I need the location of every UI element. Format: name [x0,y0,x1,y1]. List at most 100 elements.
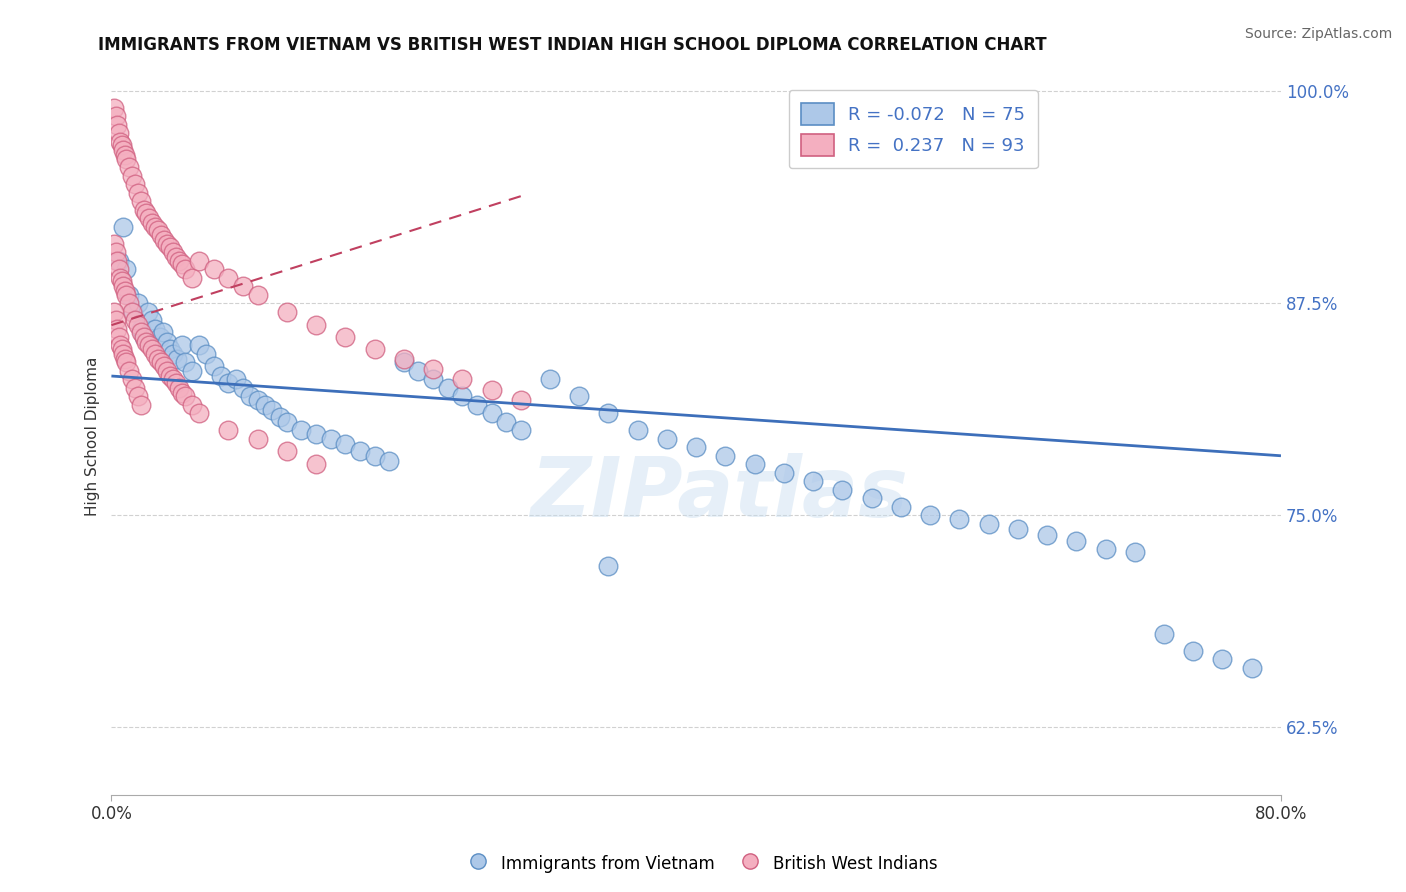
Point [436,381,458,395]
Point [121,304,143,318]
Point [143,347,166,361]
Point [105,118,128,132]
Point [138,338,160,352]
Point [744,457,766,471]
Point [104,245,127,260]
Point [132,330,155,344]
Point [118,296,141,310]
Point [481,406,503,420]
Point [103,101,125,115]
Point [188,338,211,352]
Point [124,178,146,192]
Point [451,389,474,403]
Point [167,381,190,395]
Point [111,138,134,153]
Point [118,364,141,378]
Point [136,304,159,318]
Text: ZIPatlas: ZIPatlas [530,453,908,534]
Point [105,321,128,335]
Point [217,423,239,437]
Point [335,330,357,344]
Point [111,274,134,288]
Point [108,135,131,149]
Point [627,423,650,437]
Point [143,219,166,234]
Point [170,338,193,352]
Point [129,194,152,209]
Point [108,270,131,285]
Point [156,335,179,350]
Point [129,321,152,335]
Text: Source: ZipAtlas.com: Source: ZipAtlas.com [1244,27,1392,41]
Point [773,466,796,480]
Point [115,287,138,301]
Point [156,236,179,251]
Point [124,313,146,327]
Point [107,127,129,141]
Point [103,236,125,251]
Point [124,381,146,395]
Point [107,253,129,268]
Point [509,423,531,437]
Point [143,321,166,335]
Point [127,318,149,332]
Point [112,279,135,293]
Point [127,389,149,403]
Point [538,372,561,386]
Point [127,296,149,310]
Point [162,347,184,361]
Legend: R = -0.072   N = 75, R =  0.237   N = 93: R = -0.072 N = 75, R = 0.237 N = 93 [789,90,1038,169]
Point [1036,528,1059,542]
Point [153,233,176,247]
Point [141,313,163,327]
Point [269,409,291,424]
Point [132,330,155,344]
Point [977,516,1000,531]
Point [121,169,143,183]
Point [148,352,170,367]
Point [167,253,190,268]
Point [180,364,202,378]
Point [188,406,211,420]
Point [349,443,371,458]
Point [335,437,357,451]
Point [801,474,824,488]
Point [685,440,707,454]
Point [115,262,138,277]
Point [170,386,193,401]
Point [1240,661,1263,675]
Point [118,287,141,301]
Point [159,342,181,356]
Point [948,511,970,525]
Point [319,432,342,446]
Point [122,304,145,318]
Point [1123,545,1146,559]
Point [568,389,591,403]
Point [1182,644,1205,658]
Point [188,253,211,268]
Point [111,342,134,356]
Point [165,376,187,390]
Point [217,270,239,285]
Point [1211,652,1233,666]
Point [860,491,883,505]
Point [150,355,173,369]
Point [132,202,155,217]
Point [129,398,152,412]
Point [1007,522,1029,536]
Point [655,432,678,446]
Point [1153,627,1175,641]
Point [232,381,254,395]
Point [149,330,172,344]
Point [239,389,262,403]
Point [890,500,912,514]
Point [173,355,195,369]
Point [276,443,298,458]
Point [465,398,488,412]
Point [831,483,853,497]
Point [148,223,170,237]
Point [114,352,136,367]
Point [180,398,202,412]
Point [112,219,135,234]
Point [129,325,152,339]
